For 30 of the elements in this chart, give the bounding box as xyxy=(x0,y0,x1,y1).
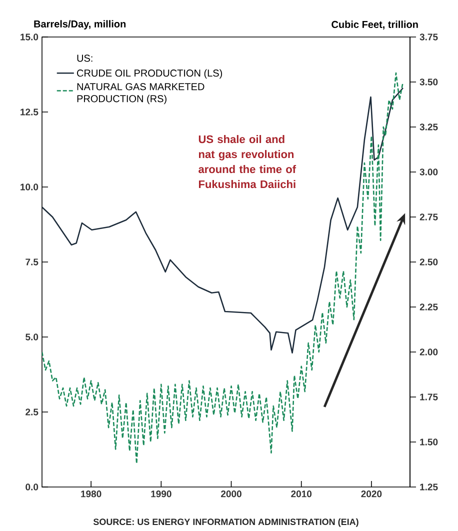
legend-title: US: xyxy=(77,54,92,62)
x-tick-label: 2010 xyxy=(291,490,312,498)
y2-axis-title: Cubic Feet, trillion xyxy=(332,20,418,30)
y2-tick-label: 3.25 xyxy=(420,124,438,130)
source-note: SOURCE: US ENERGY INFORMATION ADMINISTRATION (EIA) xyxy=(93,518,358,527)
y2-tick-label: 3.75 xyxy=(420,34,438,40)
x-tick-label: 1990 xyxy=(151,490,172,498)
x-tick-label: 2000 xyxy=(221,490,242,498)
legend-label: NATURAL GAS MARKETED PRODUCTION (RS) xyxy=(77,83,204,104)
y2-tick-label: 2.75 xyxy=(420,214,438,220)
y2-tick-label: 2.00 xyxy=(420,348,438,356)
y2-tick-label: 2.50 xyxy=(420,258,438,266)
y2-tick-label: 2.25 xyxy=(420,304,438,310)
y-tick-label: 5.0 xyxy=(26,334,38,340)
y-tick-label: 0.0 xyxy=(26,484,38,490)
x-tick-label: 2020 xyxy=(361,490,382,498)
x-tick-label: 1980 xyxy=(81,490,102,498)
y2-tick-label: 1.25 xyxy=(420,484,438,490)
y-tick-label: 15.0 xyxy=(20,34,38,40)
y-tick-label: 7.5 xyxy=(26,258,38,266)
y2-tick-label: 3.50 xyxy=(420,78,438,86)
annotation: US shale oil and nat gas revolution around the time of Fukushima Daiichi xyxy=(198,135,296,188)
y2-tick-label: 1.75 xyxy=(420,394,438,400)
y2-tick-label: 1.50 xyxy=(420,438,438,446)
y-tick-label: 10.0 xyxy=(20,184,38,190)
legend-label: CRUDE OIL PRODUCTION (LS) xyxy=(77,69,222,79)
y-tick-label: 12.5 xyxy=(20,108,38,116)
y-axis-title: Barrels/Day, million xyxy=(34,20,126,30)
y-tick-label: 2.5 xyxy=(26,408,38,416)
y2-tick-label: 3.00 xyxy=(420,168,438,176)
